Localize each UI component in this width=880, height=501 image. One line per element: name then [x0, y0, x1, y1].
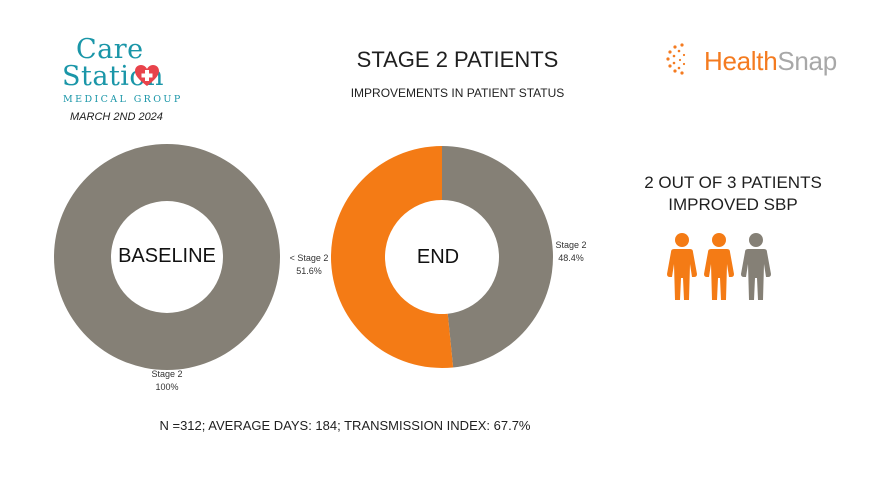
end-stage2-label: Stage 2 48.4% [546, 239, 596, 265]
end-center-label: END [416, 246, 460, 268]
baseline-stage2-value: 100% [155, 382, 179, 392]
baseline-stage2-name: Stage 2 [151, 369, 183, 379]
heart-cross-icon [135, 65, 159, 86]
end-slice-stage-2 [331, 146, 454, 368]
footer-stats: N =312; AVERAGE DAYS: 184; TRANSMISSION … [159, 418, 531, 433]
improvement-stat: 2 OUT OF 3 PATIENTS IMPROVED SBP [602, 172, 864, 216]
end-stage2-value: 48.4% [558, 253, 584, 263]
people-icons [667, 233, 771, 300]
end-below-stage2-name: < Stage 2 [289, 253, 329, 263]
baseline-center-label: BASELINE [118, 245, 216, 267]
report-date: MARCH 2ND 2024 [70, 111, 163, 123]
person-improved-icon [704, 233, 734, 300]
end-below-stage2-label: < Stage 2 51.6% [281, 252, 337, 278]
person-not-improved-icon [741, 233, 771, 300]
person-improved-icon [667, 233, 697, 300]
stat-line-2: IMPROVED SBP [668, 195, 798, 214]
end-below-stage2-value: 51.6% [296, 266, 322, 276]
page-subtitle: IMPROVEMENTS IN PATIENT STATUS [350, 86, 565, 100]
healthsnap-mark-icon [666, 43, 686, 75]
healthsnap-word-health: Health [704, 46, 778, 76]
baseline-stage2-label: Stage 2 100% [131, 368, 203, 394]
healthsnap-wordmark: HealthSnap [704, 46, 837, 77]
page-title: STAGE 2 PATIENTS [356, 47, 559, 72]
logo-word-care: Care [76, 34, 144, 65]
stat-line-1: 2 OUT OF 3 PATIENTS [644, 173, 822, 192]
baseline-slice-stage-2 [54, 144, 280, 370]
logo-tagline: MEDICAL GROUP [63, 94, 183, 105]
end-stage2-name: Stage 2 [555, 240, 587, 250]
end-slice-stage-2 [442, 146, 554, 368]
healthsnap-word-snap: Snap [777, 46, 837, 76]
healthsnap-logo: HealthSnap [664, 42, 854, 82]
